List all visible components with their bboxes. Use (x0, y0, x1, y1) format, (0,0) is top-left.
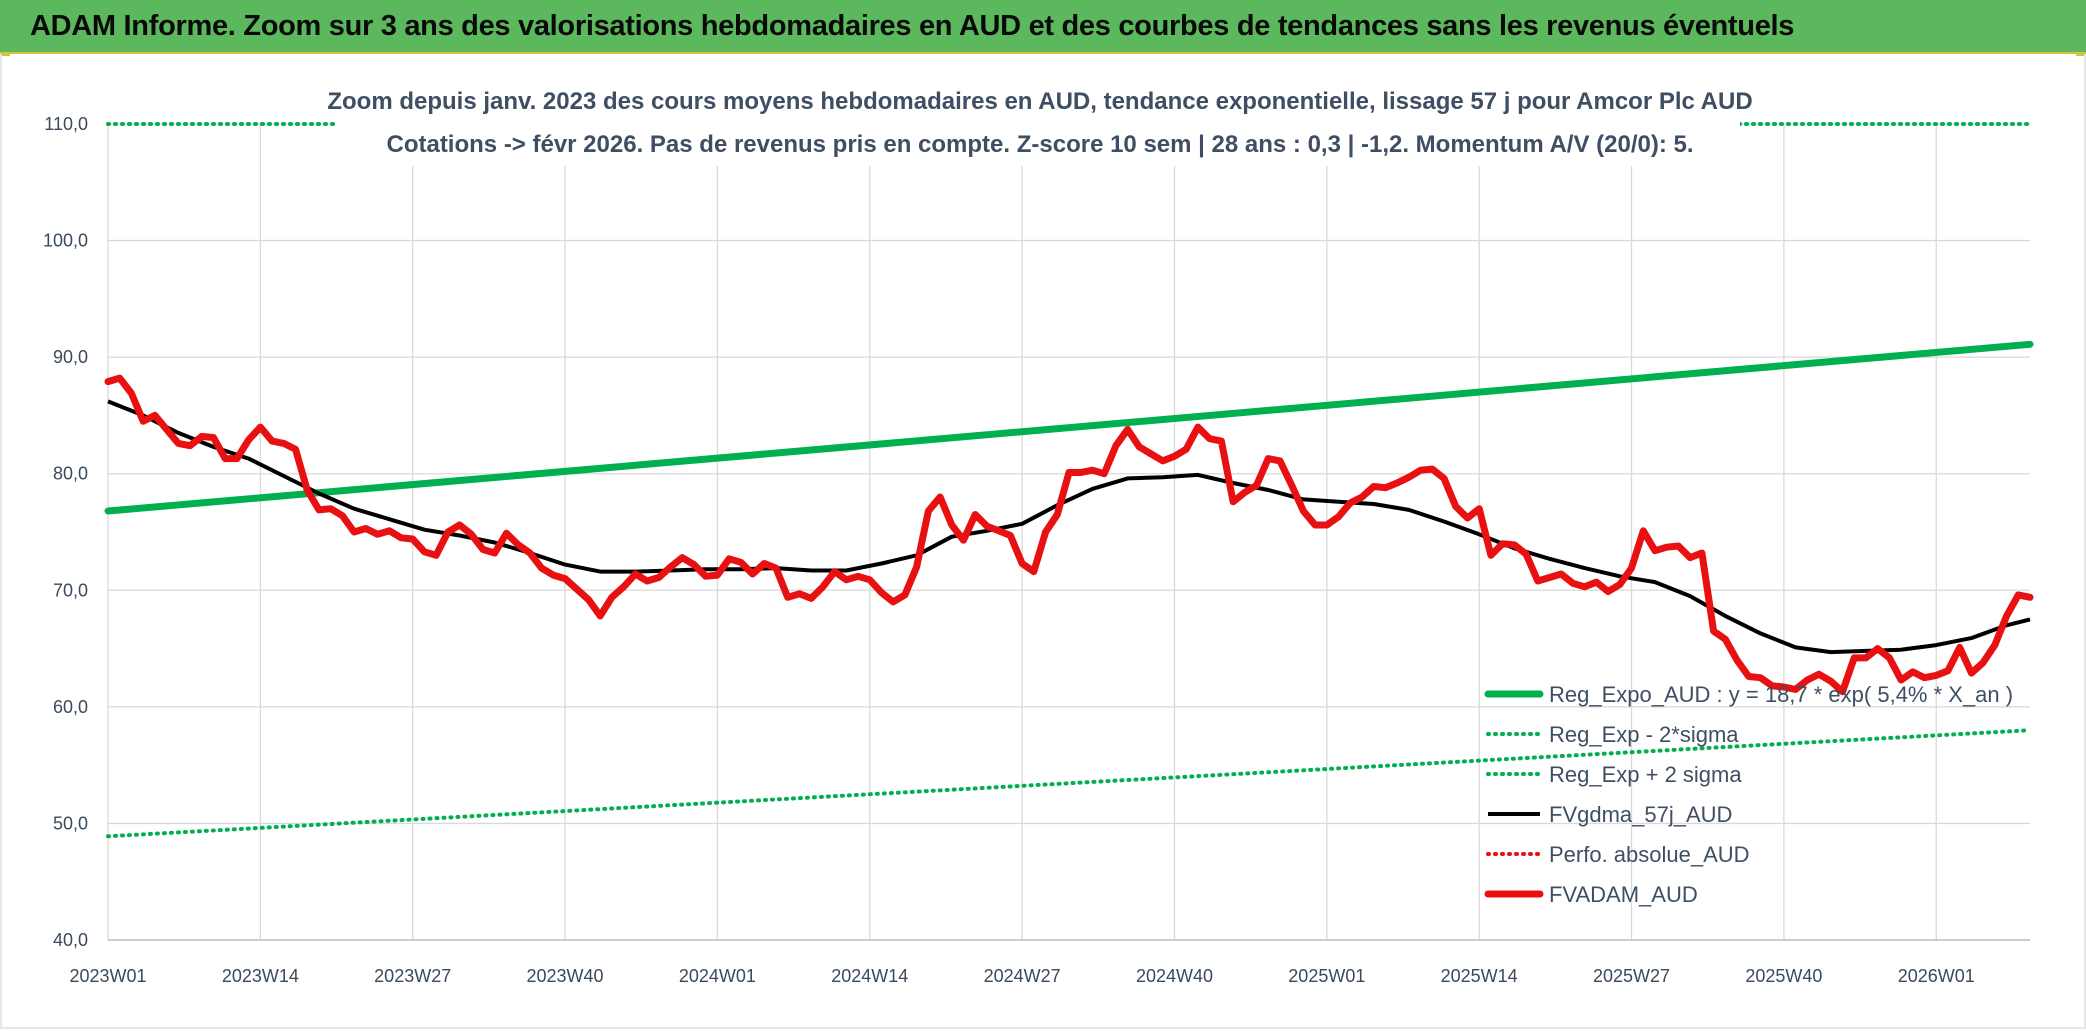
x-tick-label: 2025W27 (1593, 966, 1670, 986)
x-tick-label: 2024W01 (679, 966, 756, 986)
x-tick-label: 2024W27 (984, 966, 1061, 986)
report-header-bar: ADAM Informe. Zoom sur 3 ans des valoris… (0, 0, 2086, 54)
x-tick-label: 2024W40 (1136, 966, 1213, 986)
series-line-reg-exp-2-sigma (106, 728, 2032, 839)
y-tick-label: 50,0 (53, 813, 88, 833)
y-tick-label: 40,0 (53, 930, 88, 950)
chart-subtitle: Cotations -> févr 2026. Pas de revenus p… (386, 131, 1693, 158)
chart-border (0, 54, 2086, 1029)
y-axis: 40,0 50,0 60,0 70,0 80,0 90,0 100,0 110,0 (43, 114, 88, 950)
legend-entry: Reg_Exp + 2 sigma (1549, 762, 1742, 787)
y-tick-label: 80,0 (53, 464, 88, 484)
x-tick-label: 2023W01 (69, 966, 146, 986)
y-tick-label: 70,0 (53, 580, 88, 600)
x-tick-label: 2026W01 (1898, 966, 1975, 986)
chart-title: Zoom depuis janv. 2023 des cours moyens … (327, 88, 1752, 115)
x-tick-label: 2025W40 (1745, 966, 1822, 986)
header-accent-left (0, 52, 10, 56)
legend-entry: Reg_Exp - 2*sigma (1549, 722, 1739, 747)
x-axis: 2023W01 2023W14 2023W27 2023W40 2024W01 2024W… (69, 939, 2030, 986)
series-line-reg-expo-aud-y-18-7-exp-5-4-x-an (104, 340, 2034, 515)
x-tick-label: 2024W14 (831, 966, 908, 986)
y-tick-label: 90,0 (53, 347, 88, 367)
series-line-fvadam-aud (104, 374, 2034, 696)
x-tick-label: 2023W27 (374, 966, 451, 986)
legend-entry: FVgdma_57j_AUD (1549, 802, 1732, 827)
chart-titles: Zoom depuis janv. 2023 des cours moyens … (327, 80, 1753, 166)
x-tick-label: 2023W40 (527, 966, 604, 986)
series-line-fvgdma-57j-aud (107, 399, 2031, 655)
x-tick-label: 2023W14 (222, 966, 299, 986)
report-title: ADAM Informe. Zoom sur 3 ans des valoris… (30, 10, 1795, 42)
x-tick-label: 2025W01 (1288, 966, 1365, 986)
legend-entry: Reg_Expo_AUD : y = 18,7 * exp( 5,4% * X_… (1549, 682, 2013, 707)
series-layer (104, 122, 2034, 839)
legend: Reg_Expo_AUD : y = 18,7 * exp( 5,4% * X_… (1484, 682, 2013, 907)
x-tick-label: 2025W14 (1441, 966, 1518, 986)
legend-entry: FVADAM_AUD (1549, 882, 1698, 907)
title-background (335, 80, 1740, 166)
y-tick-label: 60,0 (53, 697, 88, 717)
legend-entry: Perfo. absolue_AUD (1549, 842, 1750, 867)
y-tick-label: 110,0 (44, 114, 88, 134)
y-tick-label: 100,0 (43, 231, 88, 251)
header-accent-right (2076, 52, 2086, 56)
